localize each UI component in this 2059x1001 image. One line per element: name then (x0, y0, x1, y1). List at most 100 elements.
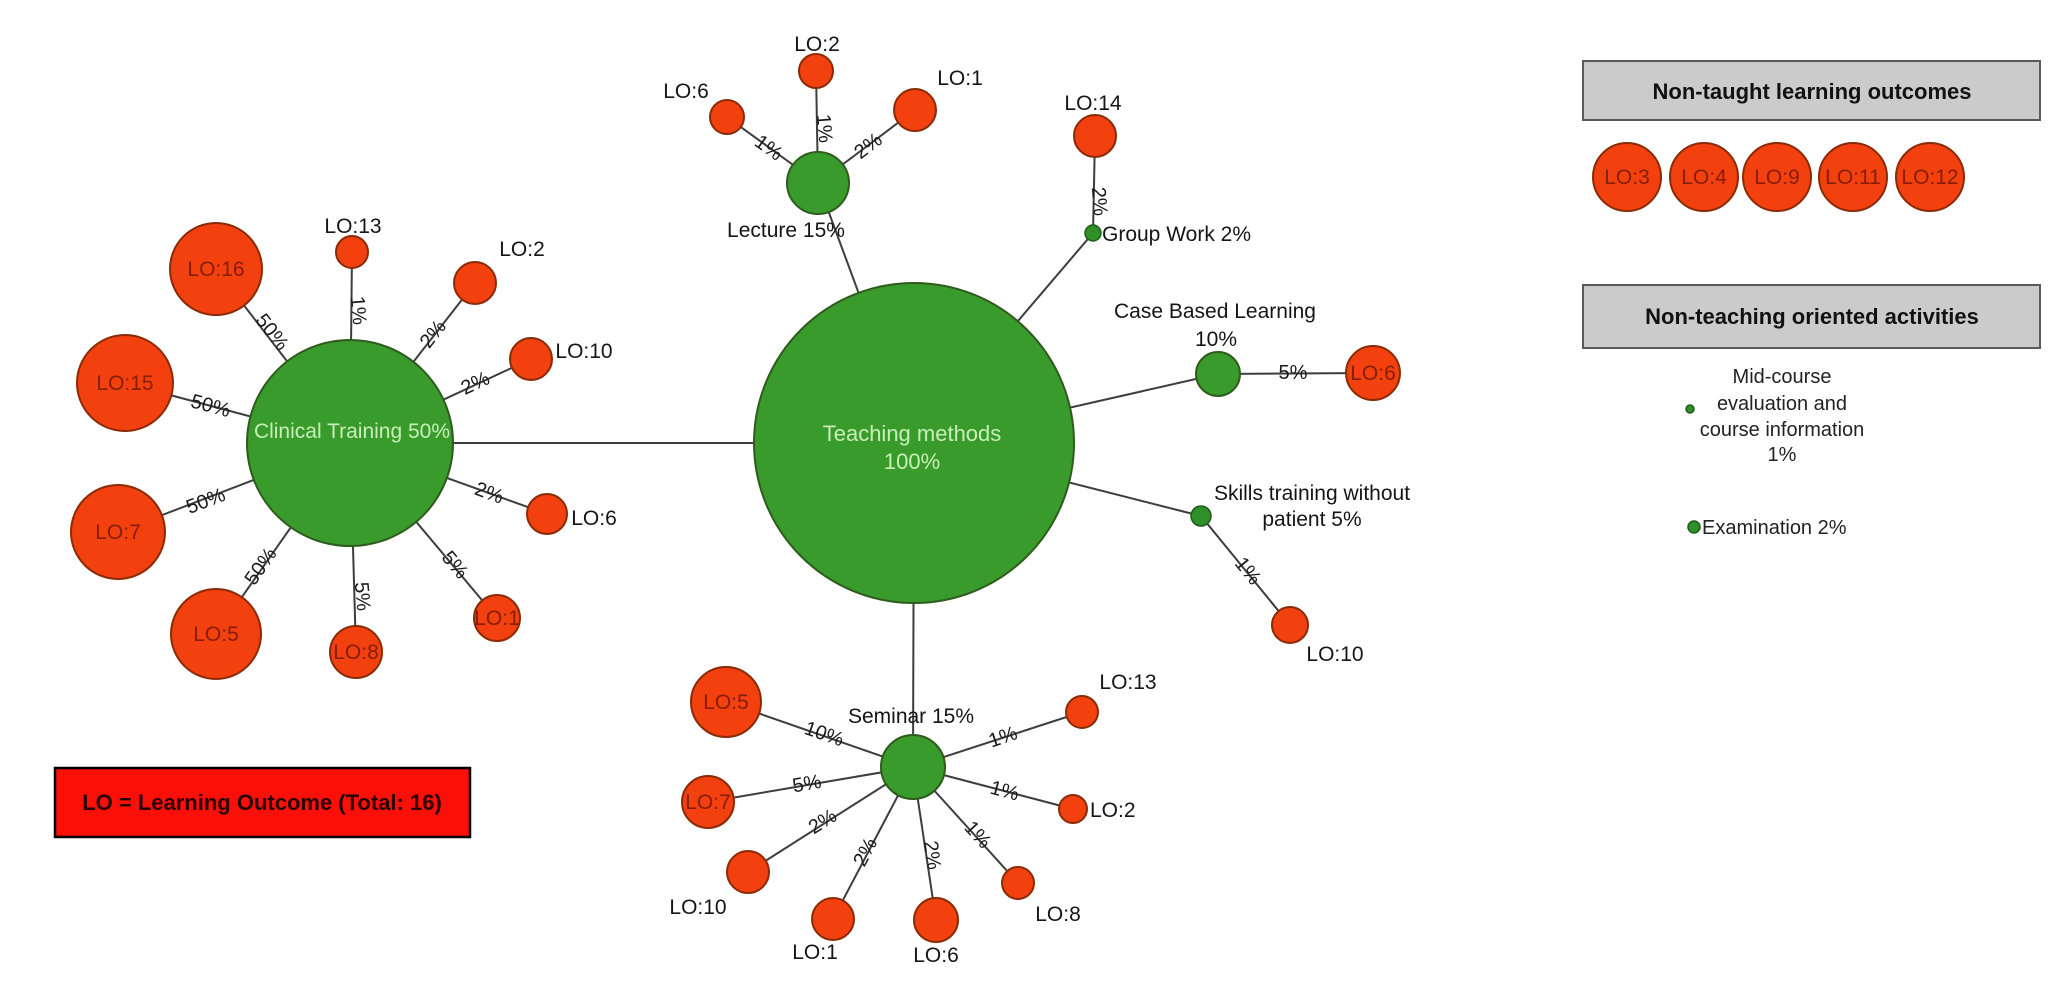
seminar-lo5-circle (690, 666, 762, 738)
seminar-lo8-circle (1001, 866, 1035, 900)
lecture-lo6-label: LO:6 (663, 80, 709, 103)
clinical-lo7-label: LO:7 (95, 521, 141, 544)
clinical-lo2-circle (453, 261, 497, 305)
non-taught-lo12-label: LO:12 (1901, 166, 1958, 189)
group-work-label: Group Work 2% (1102, 223, 1251, 246)
non-taught-lo4-circle (1669, 142, 1739, 212)
seminar-lo1-pct: 2% (849, 834, 882, 870)
clinical-lo13-pct: 1% (346, 295, 370, 326)
clinical-lo16-pct: 50% (251, 310, 293, 355)
legend: LO = Learning Outcome (Total: 16) (53, 766, 472, 839)
non-taught-lo3-label: LO:3 (1604, 166, 1650, 189)
teaching-methods-label-line1: Teaching methods (823, 421, 1002, 446)
seminar-lo2-circle (1058, 794, 1088, 824)
non-taught-lo4-label: LO:4 (1681, 166, 1727, 189)
examination-dot (1687, 520, 1701, 534)
clinical-lo16-label: LO:16 (187, 258, 244, 281)
seminar-lo2-label: LO:2 (1090, 799, 1136, 822)
groupwork-lo14-pct: 2% (1087, 186, 1111, 217)
non-taught-lo11-label: LO:11 (1825, 166, 1881, 189)
teaching-methods-label-line2: 100% (884, 449, 940, 474)
seminar-lo13-circle (1065, 695, 1099, 729)
seminar-lo5-pct: 10% (801, 717, 846, 751)
non-taught-lo9-label: LO:9 (1754, 166, 1800, 189)
skills-label-line2: patient 5% (1262, 508, 1361, 531)
groupwork-lo14-circle (1073, 114, 1117, 158)
edge-seminar-lo7 (707, 766, 914, 803)
seminar-lo1-label: LO:1 (792, 941, 838, 964)
clinical-lo16-circle (169, 222, 263, 316)
non-taught-lo3-circle (1592, 142, 1662, 212)
non-taught-lo9-circle (1742, 142, 1812, 212)
lecture-lo2-pct: 1% (812, 113, 836, 144)
seminar-lo6-pct: 2% (919, 839, 945, 871)
non-taught-panel: Non-taught learning outcomes LO:3 LO:4 L… (1582, 60, 2041, 212)
clinical-lo15-label: LO:15 (96, 372, 153, 395)
clinical-lo10-pct: 2% (458, 367, 494, 399)
lecture-lo2-label: LO:2 (794, 33, 840, 56)
seminar-lo8-label: LO:8 (1035, 903, 1081, 926)
lecture-node (786, 151, 850, 215)
skills-lo10-circle (1271, 606, 1309, 644)
non-taught-lo11-circle (1818, 142, 1888, 212)
skills-lo10-label: LO:10 (1306, 643, 1363, 666)
group-work-node (1084, 224, 1102, 242)
mid-course-line1: Mid-course (1733, 366, 1832, 388)
case-based-label-line2: 10% (1195, 328, 1237, 351)
clinical-lo6-label: LO:6 (571, 507, 617, 530)
legend-box (53, 766, 472, 839)
non-teaching-title: Non-teaching oriented activities (1645, 304, 1979, 329)
seminar-lo5-label: LO:5 (703, 691, 749, 714)
case-based-label-line1: Case Based Learning (1114, 300, 1316, 323)
seminar-node (880, 734, 946, 800)
seminar-lo10-pct: 2% (805, 805, 841, 839)
clinical-lo1-circle (473, 594, 521, 642)
seminar-lo2-pct: 1% (988, 777, 1022, 806)
lecture-lo2-circle (798, 53, 834, 89)
clinical-training-label: Clinical Training 50% (254, 420, 450, 443)
clinical-lo7-circle (70, 484, 166, 580)
mid-course-line3: course information (1700, 419, 1865, 441)
non-taught-header-box (1582, 60, 2041, 121)
clinical-lo5-circle (170, 588, 262, 680)
lecture-lo6-pct: 1% (750, 131, 786, 166)
casebased-lo6-pct: 5% (1279, 362, 1308, 384)
casebased-lo6-label: LO:6 (1350, 362, 1396, 385)
clinical-lo7-pct: 50% (183, 484, 228, 519)
examination-label: Examination 2% (1702, 517, 1847, 539)
clinical-lo8-label: LO:8 (333, 641, 379, 664)
clinical-lo6-circle (526, 493, 568, 535)
mid-course-dot (1685, 404, 1695, 414)
clinical-training-node (246, 339, 454, 547)
seminar-lo1-circle (811, 897, 855, 941)
non-taught-title: Non-taught learning outcomes (1653, 79, 1972, 104)
seminar-lo7-pct: 5% (791, 771, 824, 798)
teaching-methods-node (753, 282, 1075, 604)
clinical-lo13-circle (335, 235, 369, 269)
lecture-lo6-circle (709, 99, 745, 135)
seminar-lo6-circle (913, 897, 959, 943)
seminar-lo8-pct: 1% (960, 817, 996, 853)
clinical-lo10-circle (509, 337, 553, 381)
clinical-lo1-label: LO:1 (474, 607, 520, 630)
clinical-lo2-label: LO:2 (499, 238, 545, 261)
skills-label-line1: Skills training without (1214, 482, 1410, 505)
lecture-label: Lecture 15% (727, 219, 845, 242)
lecture-lo1-circle (893, 88, 937, 132)
non-teaching-panel: Non-teaching oriented activities Mid-cou… (1582, 284, 2041, 539)
clinical-lo15-circle (76, 334, 174, 432)
non-taught-lo12-circle (1895, 142, 1965, 212)
clinical-lo6-pct: 2% (472, 478, 507, 509)
groupwork-lo14-label: LO:14 (1064, 92, 1122, 115)
seminar-lo7-label: LO:7 (685, 791, 731, 814)
case-based-node (1195, 351, 1241, 397)
lecture-lo1-pct: 2% (850, 129, 886, 164)
seminar-label: Seminar 15% (848, 705, 974, 728)
clinical-lo13-label: LO:13 (324, 215, 381, 238)
casebased-lo6-circle (1345, 345, 1401, 401)
lecture-lo1-label: LO:1 (937, 67, 983, 90)
clinical-lo5-label: LO:5 (193, 623, 239, 646)
seminar-lo10-circle (726, 850, 770, 894)
